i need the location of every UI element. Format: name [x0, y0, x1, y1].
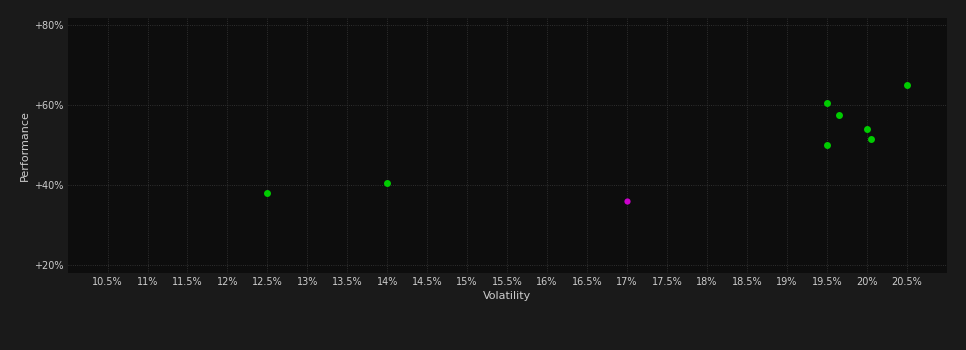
Point — [819, 100, 835, 106]
Point — [260, 190, 275, 196]
Point — [619, 198, 635, 204]
Point — [380, 180, 395, 186]
Point — [819, 142, 835, 148]
Point — [859, 126, 874, 132]
Point — [863, 136, 878, 142]
X-axis label: Volatility: Volatility — [483, 291, 531, 301]
Point — [831, 112, 846, 118]
Point — [899, 83, 915, 88]
Y-axis label: Performance: Performance — [19, 110, 30, 181]
